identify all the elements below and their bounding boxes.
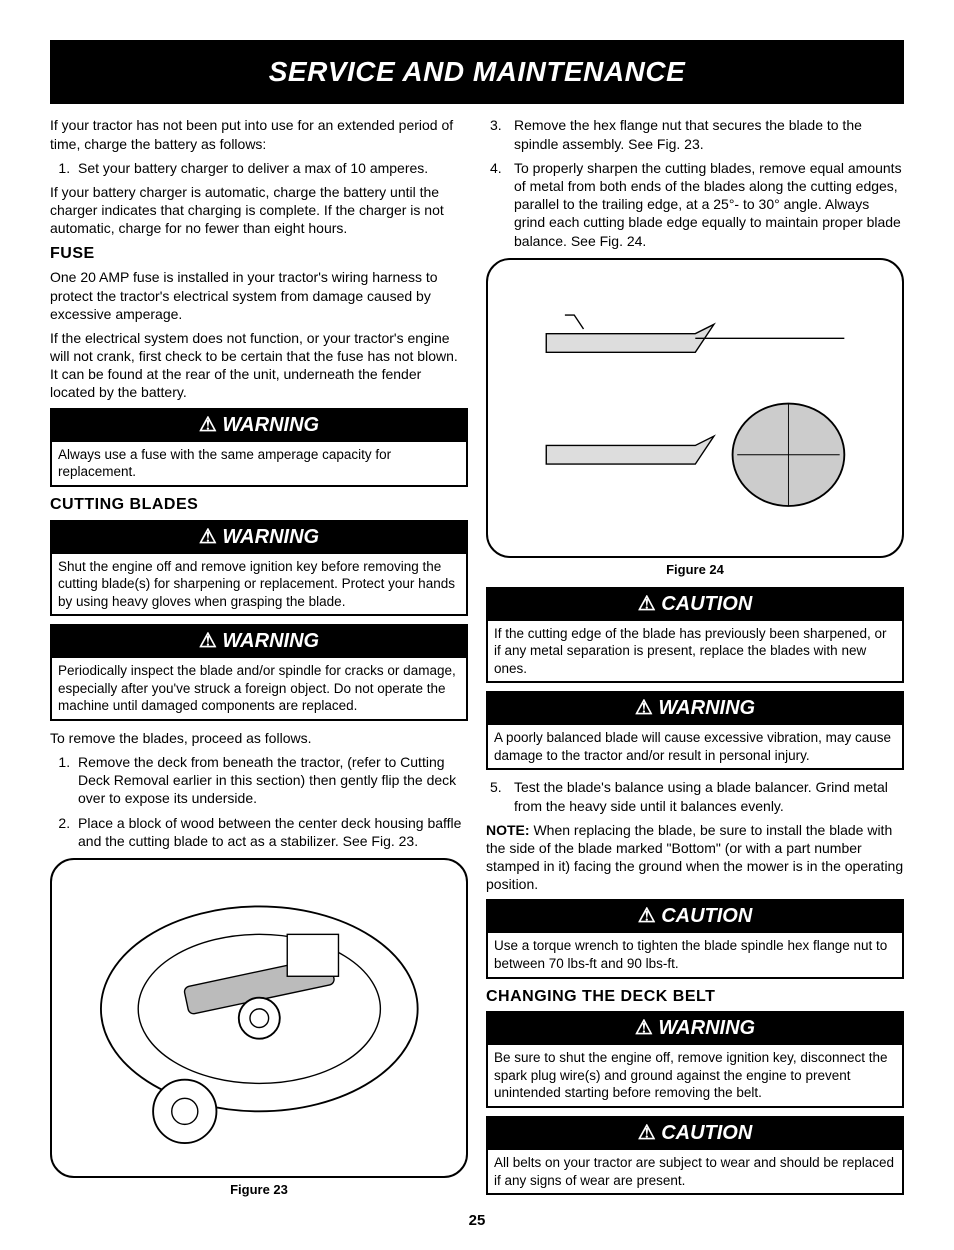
- warning-body: A poorly balanced blade will cause exces…: [488, 725, 902, 768]
- note-paragraph: NOTE: When replacing the blade, be sure …: [486, 821, 904, 894]
- warning-body: Be sure to shut the engine off, remove i…: [488, 1045, 902, 1106]
- fuse-p1: One 20 AMP fuse is installed in your tra…: [50, 268, 468, 323]
- figure-24-caption: Figure 24: [486, 562, 904, 579]
- caution-sharpened: CAUTION If the cutting edge of the blade…: [486, 587, 904, 684]
- warning-balance: WARNING A poorly balanced blade will cau…: [486, 691, 904, 770]
- remove-list: Remove the deck from beneath the tractor…: [50, 753, 468, 850]
- cutting-blades-heading: CUTTING BLADES: [50, 495, 468, 516]
- caution-head: CAUTION: [488, 1118, 902, 1150]
- remove-intro: To remove the blades, proceed as follows…: [50, 729, 468, 747]
- caution-head: CAUTION: [488, 589, 902, 621]
- warning-head: WARNING: [52, 522, 466, 554]
- step-text: Remove the hex flange nut that secures t…: [514, 116, 904, 152]
- caution-head: CAUTION: [488, 901, 902, 933]
- caution-torque: CAUTION Use a torque wrench to tighten t…: [486, 899, 904, 978]
- intro-p1: If your tractor has not been put into us…: [50, 116, 468, 152]
- page-number: 25: [50, 1211, 904, 1231]
- figure-23-caption: Figure 23: [50, 1182, 468, 1199]
- caution-body: All belts on your tractor are subject to…: [488, 1150, 902, 1193]
- step-number: 4.: [490, 159, 514, 250]
- step-text: To properly sharpen the cutting blades, …: [514, 159, 904, 250]
- caution-body: Use a torque wrench to tighten the blade…: [488, 933, 902, 976]
- warning-head: WARNING: [52, 410, 466, 442]
- figure-23-illustration: [50, 858, 468, 1178]
- warning-body: Shut the engine off and remove ignition …: [52, 554, 466, 615]
- intro-p2: If your battery charger is automatic, ch…: [50, 183, 468, 238]
- blade-sharpen-diagram-icon: [509, 275, 882, 541]
- warning-head: WARNING: [488, 693, 902, 725]
- step-number: 3.: [490, 116, 514, 152]
- remove-step-4: 4. To properly sharpen the cutting blade…: [486, 159, 904, 250]
- warning-deck-belt: WARNING Be sure to shut the engine off, …: [486, 1011, 904, 1108]
- deck-belt-heading: CHANGING THE DECK BELT: [486, 987, 904, 1008]
- remove-step-1: Remove the deck from beneath the tractor…: [74, 753, 468, 808]
- content-columns: If your tractor has not been put into us…: [50, 116, 904, 1206]
- remove-step-3: 3. Remove the hex flange nut that secure…: [486, 116, 904, 152]
- caution-belts-wear: CAUTION All belts on your tractor are su…: [486, 1116, 904, 1195]
- note-body: When replacing the blade, be sure to ins…: [486, 822, 903, 893]
- warning-body: Periodically inspect the blade and/or sp…: [52, 658, 466, 719]
- note-label: NOTE:: [486, 822, 530, 838]
- warning-fuse: WARNING Always use a fuse with the same …: [50, 408, 468, 487]
- warning-head: WARNING: [52, 626, 466, 658]
- intro-list: Set your battery charger to deliver a ma…: [50, 159, 468, 177]
- deck-blade-diagram-icon: [73, 876, 446, 1160]
- remove-step-5: 5. Test the blade's balance using a blad…: [486, 778, 904, 814]
- warning-cutting-1: WARNING Shut the engine off and remove i…: [50, 520, 468, 617]
- remove-step-2: Place a block of wood between the center…: [74, 814, 468, 850]
- remove-list-continued: 3. Remove the hex flange nut that secure…: [486, 116, 904, 249]
- caution-body: If the cutting edge of the blade has pre…: [488, 621, 902, 682]
- step-text: Test the blade's balance using a blade b…: [514, 778, 904, 814]
- right-column: 3. Remove the hex flange nut that secure…: [486, 116, 904, 1206]
- warning-head: WARNING: [488, 1013, 902, 1045]
- left-column: If your tractor has not been put into us…: [50, 116, 468, 1206]
- step-number: 5.: [490, 778, 514, 814]
- remove-list-continued-2: 5. Test the blade's balance using a blad…: [486, 778, 904, 814]
- figure-24-illustration: [486, 258, 904, 558]
- page-header: SERVICE AND MAINTENANCE: [50, 40, 904, 104]
- fuse-heading: FUSE: [50, 244, 468, 265]
- fuse-p2: If the electrical system does not functi…: [50, 329, 468, 402]
- warning-body: Always use a fuse with the same amperage…: [52, 442, 466, 485]
- warning-cutting-2: WARNING Periodically inspect the blade a…: [50, 624, 468, 721]
- intro-list-item: Set your battery charger to deliver a ma…: [74, 159, 468, 177]
